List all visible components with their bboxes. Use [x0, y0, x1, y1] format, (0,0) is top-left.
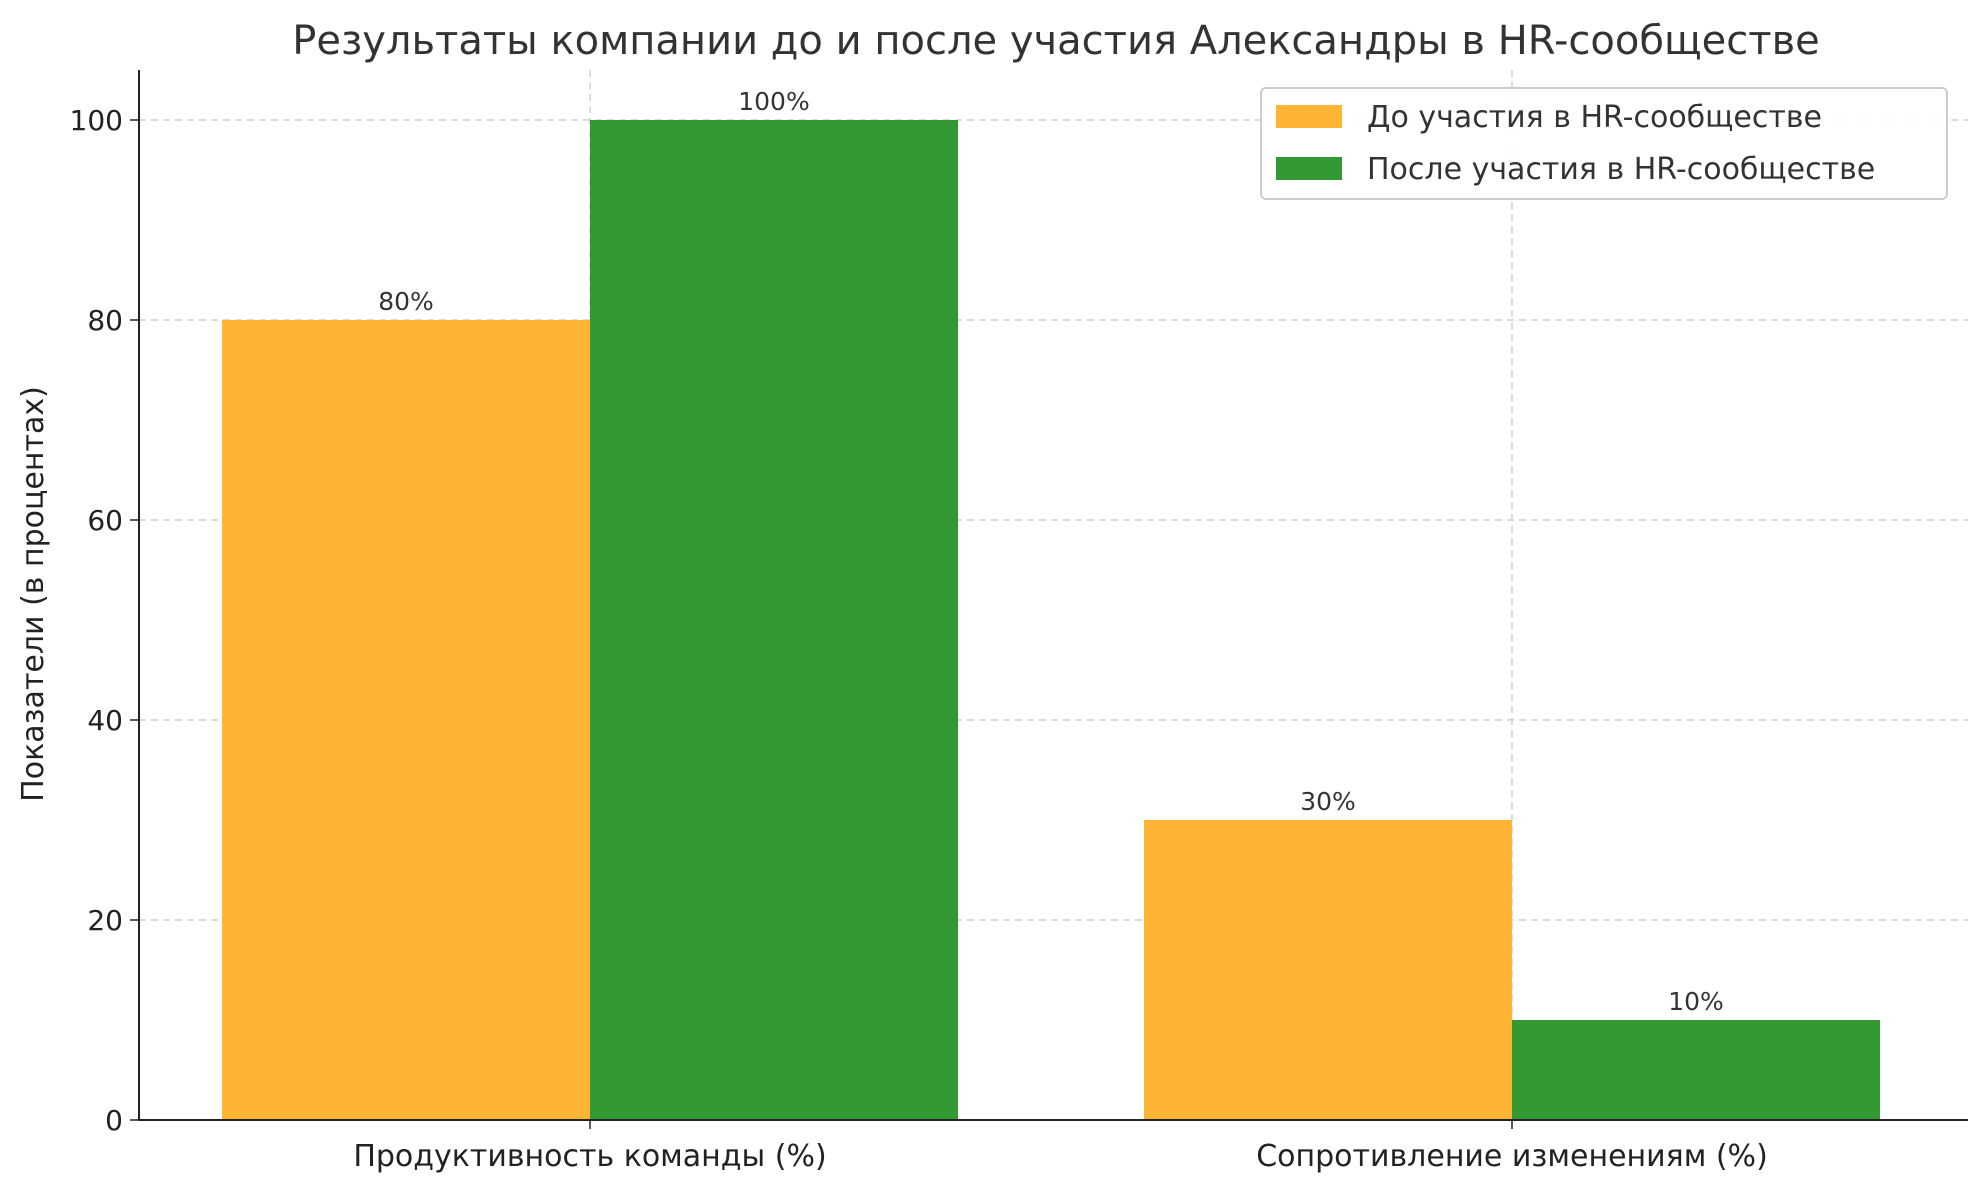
- value-labels: 80% 100% 30% 10%: [378, 87, 1724, 1016]
- x-tick-label: Сопротивление изменениям (%): [1256, 1139, 1768, 1174]
- bar-after-1: [1512, 1020, 1880, 1120]
- legend-label-before: До участия в HR-сообществе: [1367, 100, 1822, 135]
- bars: [222, 120, 1880, 1120]
- legend-label-after: После участия в HR-сообществе: [1367, 152, 1875, 187]
- legend: До участия в HR-сообществе После участия…: [1260, 87, 1948, 200]
- legend-swatch-after: [1276, 157, 1342, 180]
- y-tick-label: 20: [87, 904, 123, 937]
- bar-value-label: 30%: [1300, 787, 1356, 816]
- y-tick-label: 80: [87, 304, 123, 337]
- y-tick-label: 0: [105, 1104, 123, 1137]
- y-tick-label: 60: [87, 504, 123, 537]
- bar-value-label: 10%: [1668, 987, 1724, 1016]
- chart-title: Результаты компании до и после участия А…: [292, 18, 1820, 64]
- y-axis-label: Показатели (в процентах): [16, 386, 51, 802]
- bar-before-1: [1144, 820, 1512, 1120]
- bar-after-0: [590, 120, 958, 1120]
- axes: [138, 70, 1968, 1121]
- bar-value-label: 100%: [738, 87, 809, 116]
- x-tick-label: Продуктивность команды (%): [353, 1139, 826, 1174]
- legend-frame: [1260, 87, 1948, 200]
- bar-before-0: [222, 320, 590, 1120]
- bar-value-label: 80%: [378, 287, 434, 316]
- y-tick-label: 100: [70, 104, 123, 137]
- y-tick-label: 40: [87, 704, 123, 737]
- legend-swatch-before: [1276, 105, 1342, 128]
- x-axis-ticks: Продуктивность команды (%) Сопротивление …: [353, 1120, 1768, 1174]
- y-axis-ticks: 0 20 40 60 80 100: [70, 104, 139, 1137]
